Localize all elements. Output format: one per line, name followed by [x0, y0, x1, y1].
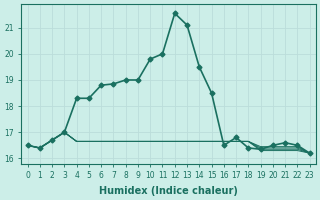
X-axis label: Humidex (Indice chaleur): Humidex (Indice chaleur): [99, 186, 238, 196]
